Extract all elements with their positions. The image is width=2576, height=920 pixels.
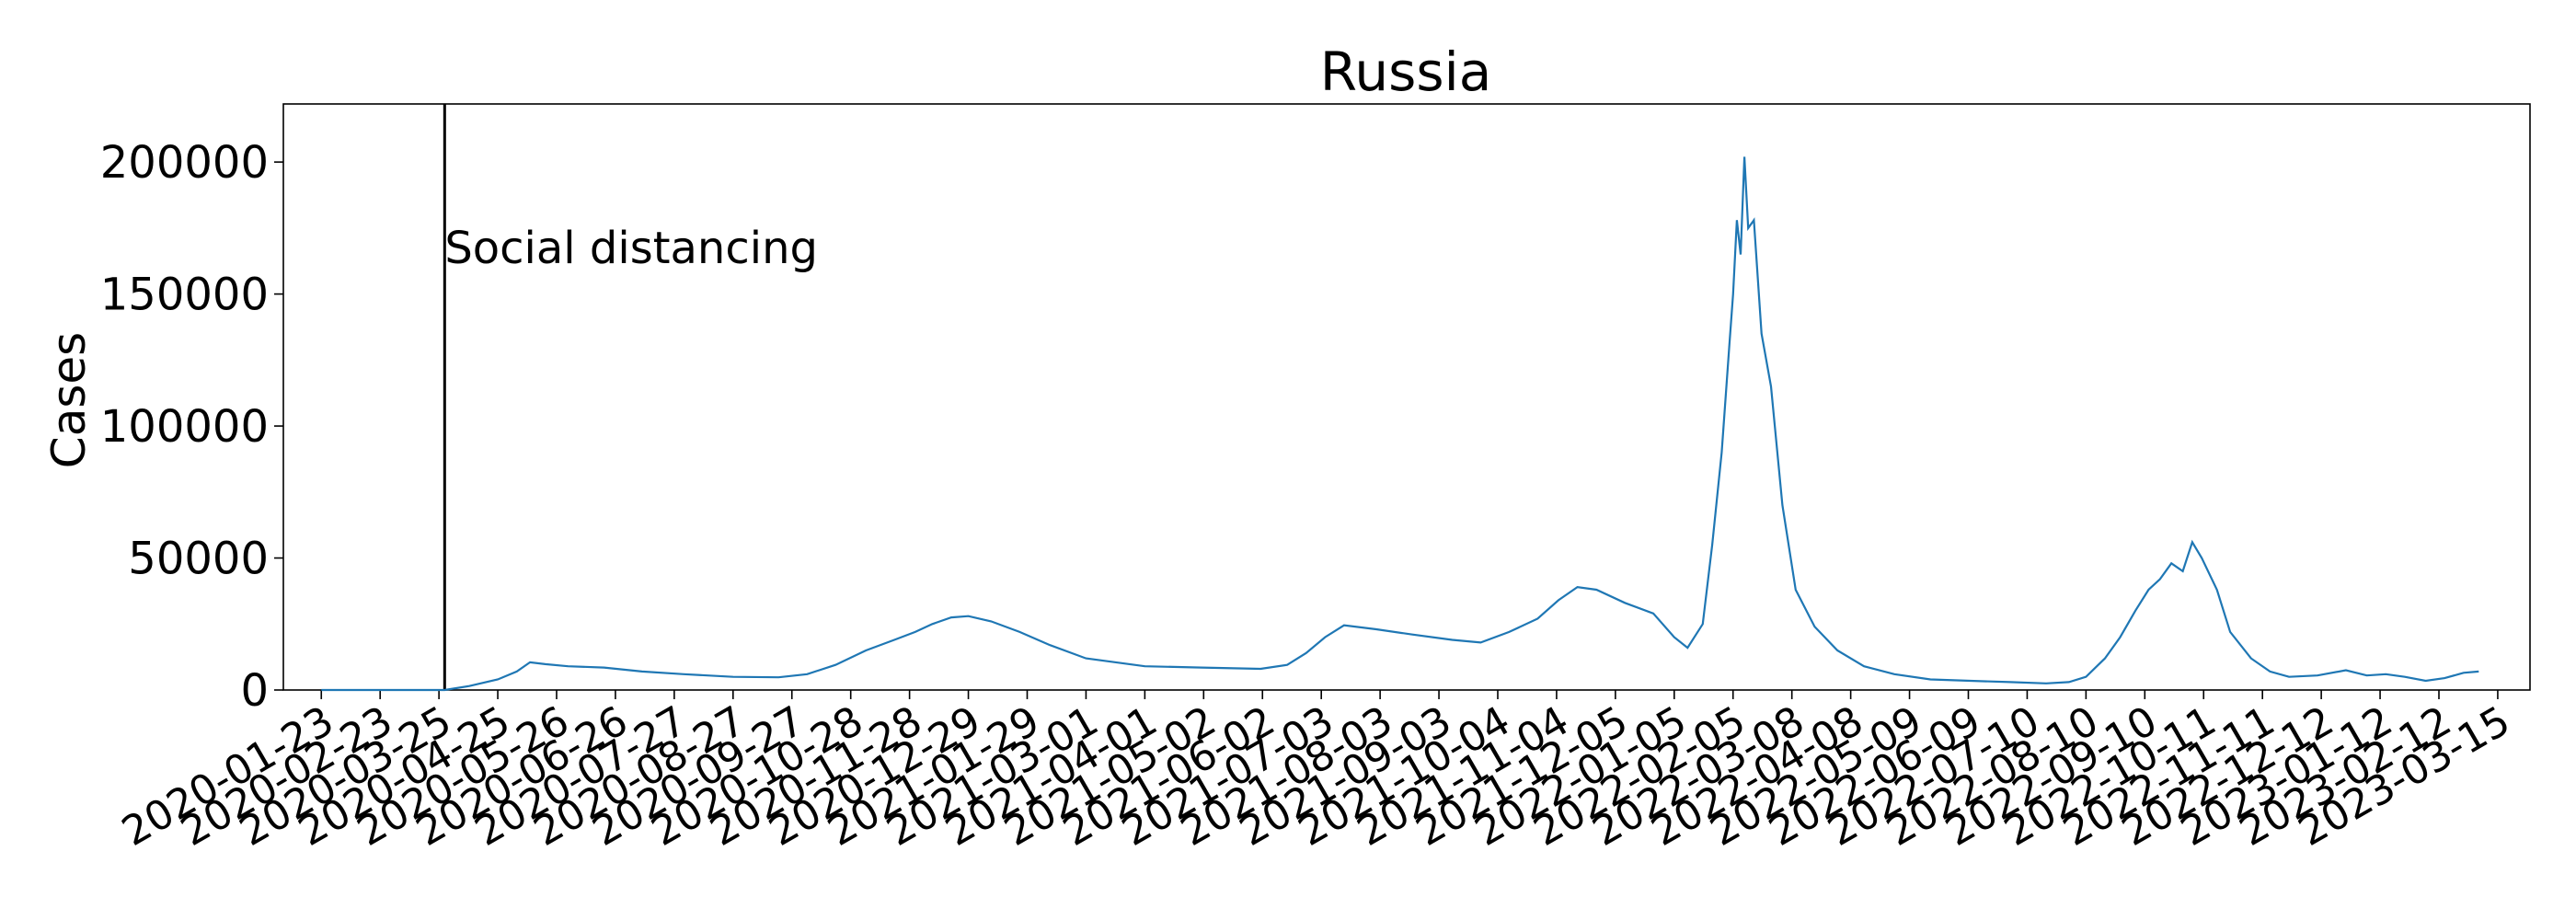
y-tick-label: 200000 xyxy=(100,137,269,189)
social-distancing-label: Social distancing xyxy=(444,223,818,274)
y-tick-label: 50000 xyxy=(128,534,269,585)
y-tick-label: 0 xyxy=(240,665,269,717)
y-tick-label: 100000 xyxy=(100,401,269,453)
annotation-group: Social distancing xyxy=(443,104,818,690)
plot-frame xyxy=(282,103,2531,691)
chart-title: Russia xyxy=(1320,40,1492,103)
x-axis-ticks: 2020-01-232020-02-232020-03-252020-04-25… xyxy=(114,690,2518,856)
cases-series-line xyxy=(321,156,2479,692)
y-tick-label: 150000 xyxy=(100,270,269,321)
y-axis-label: Cases xyxy=(42,332,96,468)
y-axis-ticks: 0 50000 100000 150000 200000 xyxy=(100,137,283,717)
